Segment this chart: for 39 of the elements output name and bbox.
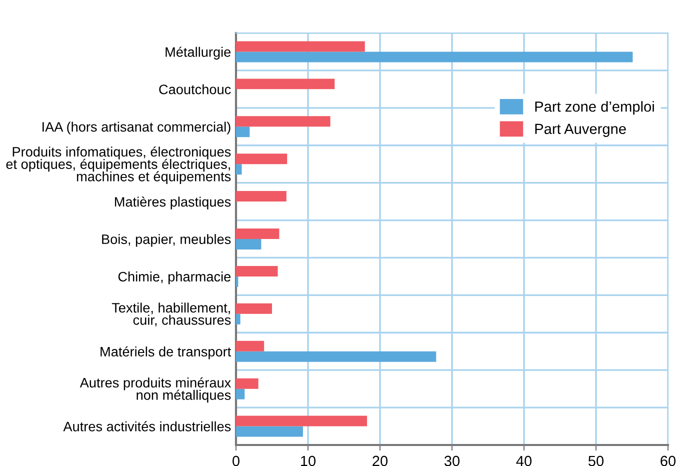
bar xyxy=(236,266,278,276)
y-tick-label: Métallurgie xyxy=(166,46,231,60)
x-tick-label: 50 xyxy=(588,456,604,466)
bar xyxy=(236,52,633,62)
bar xyxy=(236,228,280,239)
x-tick-label: 0 xyxy=(232,456,240,466)
bar xyxy=(236,154,288,164)
x-tick-label: 60 xyxy=(660,456,676,466)
x-tick-label: 40 xyxy=(516,456,532,466)
y-tick-label: Autres produits minéraux non métalliques xyxy=(80,377,231,403)
bar xyxy=(236,41,365,52)
y-tick-label: Chimie, pharmacie xyxy=(118,272,231,284)
bar xyxy=(236,351,436,362)
bar xyxy=(236,340,264,352)
bar xyxy=(236,416,368,426)
bar xyxy=(236,303,272,314)
bar xyxy=(236,191,286,202)
y-tick-label: Matériels de transport xyxy=(100,346,232,360)
bar xyxy=(236,164,242,175)
x-tick-label: 30 xyxy=(444,456,460,466)
y-tick-label: Matières plastiques xyxy=(115,196,231,210)
y-tick-label: Textile, habillement, cuir, chaussures xyxy=(112,302,231,326)
y-tick-label: Bois, papier, meubles xyxy=(102,234,231,247)
bar xyxy=(236,239,262,250)
bar xyxy=(236,426,303,437)
bar xyxy=(236,116,330,127)
legend-label: Part Auvergne xyxy=(535,124,626,137)
x-tick-label: 20 xyxy=(372,456,388,466)
y-tick-label: Autres activités industrielles xyxy=(63,421,231,432)
bar xyxy=(236,378,258,389)
x-tick-label: 10 xyxy=(301,456,316,466)
bar xyxy=(236,78,335,90)
bar xyxy=(236,314,240,324)
bar xyxy=(236,126,250,138)
y-tick-label: IAA (hors artisanat commercial) xyxy=(42,122,230,134)
y-tick-label: Produits infomatiques, électroniques et optiques, équipements électriques, machines et équipements xyxy=(6,146,231,184)
bar xyxy=(236,388,245,400)
legend-label: Part zone d’emploi xyxy=(535,101,654,115)
y-tick-label: Caoutchouc xyxy=(159,84,231,94)
